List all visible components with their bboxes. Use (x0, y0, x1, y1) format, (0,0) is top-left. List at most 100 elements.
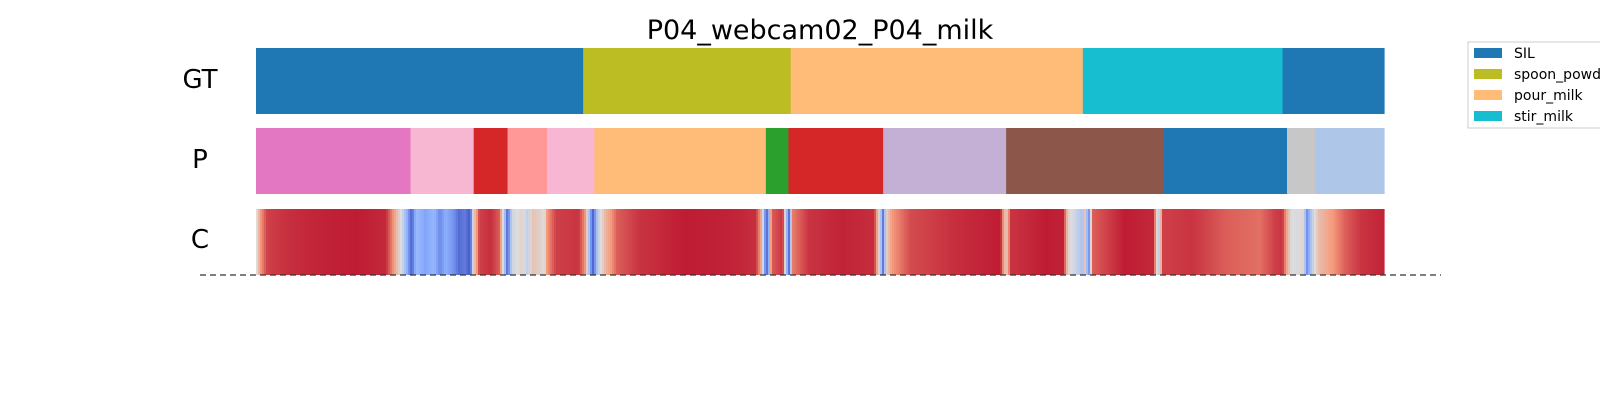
confidence-strip (766, 209, 769, 275)
confidence-strip (476, 209, 479, 275)
confidence-strip (1110, 209, 1113, 275)
confidence-strip (284, 209, 287, 275)
confidence-strip (812, 209, 815, 275)
confidence-strip (924, 209, 927, 275)
confidence-strip (820, 209, 823, 275)
confidence-strip (982, 209, 985, 275)
confidence-strip (1162, 209, 1165, 275)
confidence-strip (1108, 209, 1111, 275)
confidence-strip (1154, 209, 1157, 275)
confidence-strip (312, 209, 315, 275)
confidence-strip (608, 209, 611, 275)
confidence-strip (334, 209, 337, 275)
confidence-strip (470, 209, 473, 275)
confidence-strip (486, 209, 489, 275)
confidence-strip (482, 209, 485, 275)
confidence-strip (560, 209, 563, 275)
row-label-c: C (191, 225, 209, 255)
confidence-strip (836, 209, 839, 275)
confidence-strip (1176, 209, 1179, 275)
confidence-strip (546, 209, 549, 275)
confidence-strip (566, 209, 569, 275)
confidence-strip (446, 209, 449, 275)
confidence-strip (796, 209, 799, 275)
confidence-strip (918, 209, 921, 275)
confidence-strip (1266, 209, 1269, 275)
confidence-strip (1028, 209, 1031, 275)
confidence-strip (908, 209, 911, 275)
confidence-strip (570, 209, 573, 275)
confidence-strip (1282, 209, 1285, 275)
confidence-strip (304, 209, 307, 275)
confidence-strip (344, 209, 347, 275)
confidence-strip (642, 209, 645, 275)
confidence-strip (1284, 209, 1287, 275)
confidence-strip (674, 209, 677, 275)
confidence-strip (784, 209, 787, 275)
confidence-strip (404, 209, 407, 275)
confidence-strip (902, 209, 905, 275)
confidence-strip (1118, 209, 1121, 275)
confidence-strip (1116, 209, 1119, 275)
confidence-strip (380, 209, 383, 275)
confidence-strip (1362, 209, 1365, 275)
confidence-strip (1194, 209, 1197, 275)
confidence-strip (808, 209, 811, 275)
prediction-segment (507, 128, 548, 194)
confidence-strip (1196, 209, 1199, 275)
confidence-strip (906, 209, 909, 275)
confidence-strip (490, 209, 493, 275)
confidence-strip (726, 209, 729, 275)
confidence-strip (436, 209, 439, 275)
confidence-strip (460, 209, 463, 275)
confidence-strip (1382, 209, 1385, 275)
confidence-strip (348, 209, 351, 275)
confidence-strip (1022, 209, 1025, 275)
confidence-strip (1000, 209, 1003, 275)
confidence-strip (360, 209, 363, 275)
confidence-strip (648, 209, 651, 275)
confidence-strip (606, 209, 609, 275)
confidence-strip (438, 209, 441, 275)
confidence-strip (614, 209, 617, 275)
confidence-strip (1370, 209, 1373, 275)
confidence-strip (792, 209, 795, 275)
confidence-strip (1032, 209, 1035, 275)
confidence-strip (720, 209, 723, 275)
confidence-strip (1132, 209, 1135, 275)
confidence-strip (352, 209, 355, 275)
prediction-row (256, 128, 1385, 194)
confidence-strip (1232, 209, 1235, 275)
confidence-strip (1158, 209, 1161, 275)
confidence-strip (502, 209, 505, 275)
confidence-strip (990, 209, 993, 275)
legend-label: SIL (1514, 46, 1535, 62)
confidence-strip (1008, 209, 1011, 275)
confidence-strip (262, 209, 265, 275)
confidence-strip (402, 209, 405, 275)
confidence-strip (1114, 209, 1117, 275)
confidence-strip (452, 209, 455, 275)
confidence-strip (362, 209, 365, 275)
confidence-strip (1112, 209, 1115, 275)
confidence-strip (426, 209, 429, 275)
confidence-strip (832, 209, 835, 275)
confidence-strip (398, 209, 401, 275)
confidence-strip (1334, 209, 1337, 275)
confidence-strip (450, 209, 453, 275)
confidence-strip (1186, 209, 1189, 275)
confidence-strip (342, 209, 345, 275)
confidence-strip (1342, 209, 1345, 275)
confidence-strip (938, 209, 941, 275)
confidence-strip (292, 209, 295, 275)
confidence-strip (1260, 209, 1263, 275)
confidence-strip (1318, 209, 1321, 275)
confidence-strip (632, 209, 635, 275)
confidence-strip (624, 209, 627, 275)
confidence-strip (1102, 209, 1105, 275)
confidence-strip (954, 209, 957, 275)
confidence-strip (1078, 209, 1081, 275)
confidence-strip (378, 209, 381, 275)
confidence-strip (1038, 209, 1041, 275)
confidence-strip (318, 209, 321, 275)
